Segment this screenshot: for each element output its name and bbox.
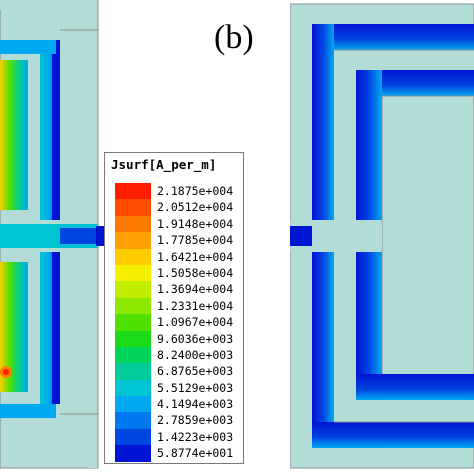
right-bottom-band xyxy=(312,422,474,448)
right-inner-left-upper xyxy=(356,70,382,220)
right-gap-lower xyxy=(334,252,356,422)
legend-swatch xyxy=(115,412,151,429)
legend-entry: 1.0967e+004 xyxy=(111,314,241,331)
legend-value: 1.2331e+004 xyxy=(157,298,234,313)
legend-swatch xyxy=(115,445,151,462)
left-feed-core xyxy=(60,228,98,244)
legend-swatch xyxy=(115,297,151,315)
left-hotspot-core xyxy=(3,369,9,375)
legend-swatch xyxy=(115,199,151,216)
right-left-band-lower xyxy=(312,252,334,448)
legend-swatch xyxy=(115,232,151,249)
legend-entry: 9.6036e+003 xyxy=(111,330,241,347)
left-resonator xyxy=(0,0,99,469)
legend-entry: 1.6421e+004 xyxy=(111,248,241,265)
left-upper-strip-edge xyxy=(52,40,60,220)
legend-entry: 2.1875e+004 xyxy=(111,183,241,200)
legend-value: 1.7785e+004 xyxy=(157,233,234,248)
legend-swatch xyxy=(115,183,151,200)
legend-swatch xyxy=(115,314,151,331)
legend-value: 5.8774e+001 xyxy=(157,446,234,461)
legend-value: 1.9148e+004 xyxy=(157,216,234,231)
legend-value: 1.0967e+004 xyxy=(157,315,234,330)
right-feed-strip xyxy=(290,226,312,246)
legend-value: 4.1494e+003 xyxy=(157,397,234,412)
legend-value: 1.6421e+004 xyxy=(157,249,234,264)
legend-value: 2.7859e+003 xyxy=(157,413,234,428)
left-upper-hot xyxy=(0,60,28,210)
legend-swatch xyxy=(115,248,151,265)
legend-value: 9.6036e+003 xyxy=(157,331,234,346)
legend-swatch xyxy=(115,264,151,282)
center-gap xyxy=(244,0,290,474)
legend-swatch xyxy=(115,330,151,347)
legend-value: 5.5129e+003 xyxy=(157,380,234,395)
legend-swatch xyxy=(115,428,151,446)
right-left-band-upper xyxy=(312,24,334,220)
legend-entry: 5.8774e+001 xyxy=(111,445,241,462)
legend-entry: 2.0512e+004 xyxy=(111,199,241,216)
left-top-arm xyxy=(0,0,98,10)
legend-swatch xyxy=(115,396,151,413)
legend-entry: 1.5058e+004 xyxy=(111,264,241,282)
legend-swatch xyxy=(115,215,151,233)
legend-value: 8.2400e+003 xyxy=(157,347,234,362)
legend-swatch xyxy=(115,346,151,364)
right-gap-upper xyxy=(334,50,356,220)
color-legend: Jsurf[A_per_m] 2.1875e+004 2.0512e+004 1.9… xyxy=(104,152,244,464)
legend-value: 1.3694e+004 xyxy=(157,282,234,297)
left-outer-right-low xyxy=(88,248,98,468)
left-upper-bar xyxy=(0,40,56,54)
legend-entry: 1.4223e+003 xyxy=(111,428,241,446)
legend-entry: 2.7859e+003 xyxy=(111,412,241,429)
legend-entry: 5.5129e+003 xyxy=(111,379,241,397)
left-outer-right xyxy=(88,10,98,224)
legend-entry: 6.8765e+003 xyxy=(111,363,241,380)
legend-entry: 1.3694e+004 xyxy=(111,281,241,298)
legend-entry: 4.1494e+003 xyxy=(111,396,241,413)
left-lower-bar xyxy=(0,404,56,418)
legend-entry: 8.2400e+003 xyxy=(111,346,241,364)
right-inner-square xyxy=(381,95,474,387)
legend-value: 1.4223e+003 xyxy=(157,429,234,444)
right-gap-bottom xyxy=(334,400,474,422)
right-top-band xyxy=(312,24,474,50)
legend-entry: 1.2331e+004 xyxy=(111,297,241,315)
legend-entry: 1.9148e+004 xyxy=(111,215,241,233)
legend-title: Jsurf[A_per_m] xyxy=(111,157,217,172)
left-lower-strip-edge xyxy=(52,252,60,404)
legend-swatch xyxy=(115,281,151,298)
legend-swatch xyxy=(115,379,151,397)
legend-value: 2.0512e+004 xyxy=(157,200,234,215)
right-inner-bottom xyxy=(356,374,474,400)
legend-swatch xyxy=(115,363,151,380)
legend-value: 2.1875e+004 xyxy=(157,184,234,198)
legend-value: 1.5058e+004 xyxy=(157,265,234,280)
legend-rows: 2.1875e+004 2.0512e+004 1.9148e+004 1.7785e… xyxy=(111,183,241,462)
panel-label: (b) xyxy=(214,19,254,56)
right-gap-top xyxy=(334,50,474,70)
right-resonator xyxy=(289,3,474,469)
legend-entry: 1.7785e+004 xyxy=(111,232,241,249)
legend-value: 6.8765e+003 xyxy=(157,364,234,379)
